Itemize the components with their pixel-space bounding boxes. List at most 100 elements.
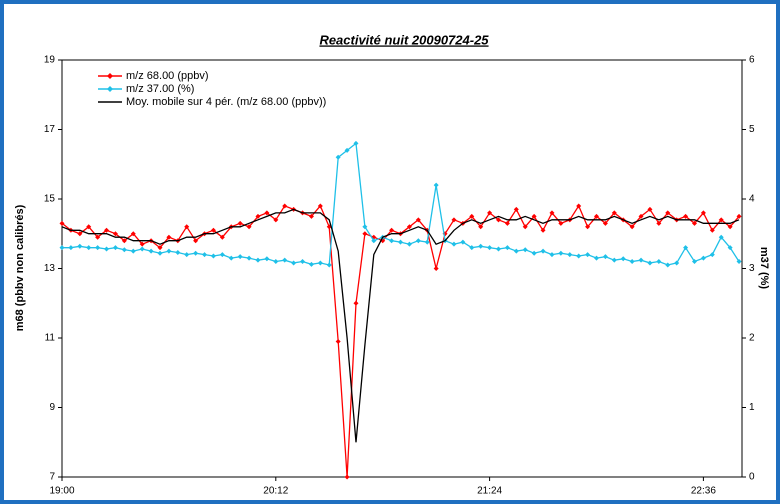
point [210, 253, 216, 259]
point [665, 210, 671, 216]
point [576, 203, 582, 209]
point [317, 203, 323, 209]
point [602, 220, 608, 226]
x-tick-label: 21:24 [477, 486, 502, 497]
point [513, 206, 519, 212]
point [736, 259, 742, 265]
point [184, 252, 190, 258]
point [130, 248, 136, 254]
point [549, 252, 555, 258]
point [531, 213, 537, 219]
legend-marker [107, 86, 113, 92]
legend-label: Moy. mobile sur 4 pér. (m/z 68.00 (ppbv)… [126, 96, 326, 108]
point [291, 260, 297, 266]
point [683, 245, 689, 251]
y2-tick-label: 3 [749, 263, 755, 274]
point [166, 234, 172, 240]
point [531, 250, 537, 256]
point [406, 241, 412, 247]
point [362, 231, 368, 237]
point [558, 250, 564, 256]
point [727, 245, 733, 251]
point [469, 245, 475, 251]
y2-axis-label: m37 (%) [758, 247, 770, 290]
point [656, 220, 662, 226]
point [95, 234, 101, 240]
y2-tick-label: 1 [749, 402, 755, 413]
point [228, 255, 234, 261]
point [139, 241, 145, 247]
point [193, 238, 199, 244]
series-line [61, 208, 740, 443]
point [68, 245, 74, 251]
point [460, 239, 466, 245]
point [202, 252, 208, 258]
point [326, 262, 332, 268]
y-tick-label: 17 [44, 124, 56, 135]
point [139, 246, 145, 252]
legend-marker [107, 73, 113, 79]
point [691, 220, 697, 226]
point [504, 245, 510, 251]
point [104, 227, 110, 233]
point [522, 247, 528, 253]
point [424, 239, 430, 245]
y-axis-label: m68 (pbbv non calibrés) [14, 204, 26, 331]
point [433, 266, 439, 271]
point [335, 154, 341, 160]
point [59, 245, 65, 251]
point [86, 224, 92, 230]
point [219, 252, 225, 258]
point [308, 261, 314, 267]
point [406, 224, 412, 230]
legend-label: m/z 68.00 (ppbv) [126, 70, 209, 82]
point [255, 257, 261, 263]
point [389, 227, 395, 233]
point [282, 203, 288, 209]
point [593, 213, 599, 219]
point [451, 217, 457, 223]
point [638, 213, 644, 219]
point [273, 259, 279, 265]
point [433, 182, 439, 188]
point [86, 245, 92, 251]
point [567, 252, 573, 258]
y-tick-label: 13 [44, 263, 56, 274]
point [611, 210, 617, 216]
point [166, 248, 172, 254]
point [219, 234, 225, 240]
point [59, 220, 65, 226]
point [585, 252, 591, 258]
chart-title: Reactivité nuit 20090724-25 [319, 32, 489, 47]
point [487, 245, 493, 251]
point [282, 257, 288, 263]
x-tick-label: 20:12 [263, 486, 288, 497]
point [415, 217, 421, 223]
y2-tick-label: 0 [749, 472, 755, 483]
y-tick-label: 11 [45, 333, 56, 344]
point [344, 474, 350, 480]
point [700, 210, 706, 216]
y2-tick-label: 5 [749, 124, 755, 135]
point [549, 210, 555, 216]
point [674, 260, 680, 266]
point [638, 257, 644, 263]
x-tick-label: 19:00 [49, 486, 74, 497]
point [478, 224, 484, 230]
point [95, 245, 101, 251]
point [246, 224, 252, 230]
point [157, 250, 163, 256]
point [513, 248, 519, 254]
point [112, 231, 118, 237]
point [718, 234, 724, 240]
point [629, 224, 635, 230]
point [709, 252, 715, 258]
point [727, 224, 733, 230]
point [478, 243, 484, 249]
y2-tick-label: 6 [749, 55, 755, 66]
y2-tick-label: 4 [749, 194, 755, 205]
point [398, 239, 404, 245]
point [353, 140, 359, 146]
point [344, 147, 350, 153]
